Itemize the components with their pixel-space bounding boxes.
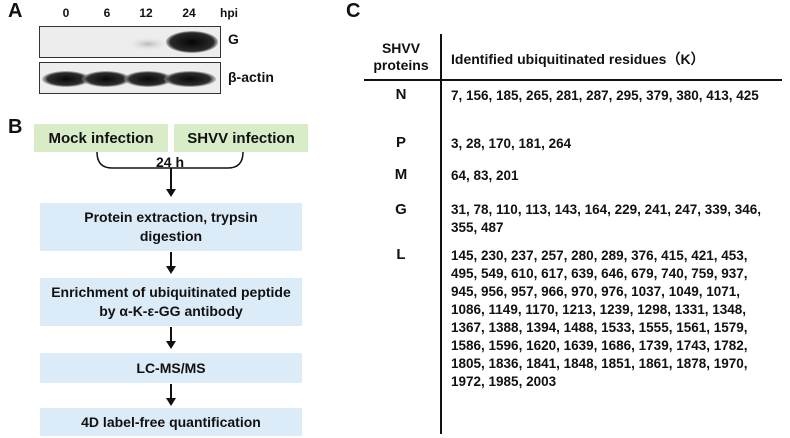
col-header-residues: Identified ubiquitinated residues（K） (451, 51, 705, 67)
actin-blot-bands (42, 71, 216, 87)
col-header-proteins: SHVV proteins (363, 40, 439, 74)
lane-label: 0 (62, 6, 70, 20)
actin-band-12hpi (124, 71, 172, 87)
step-quantification: 4D label-free quantification (40, 408, 302, 436)
step-lc-ms: LC-MS/MS (40, 353, 302, 383)
protein-label: P (395, 134, 406, 151)
lane-label: 6 (103, 6, 111, 20)
actin-band-6hpi (82, 71, 130, 87)
lane-label: 12 (139, 6, 153, 20)
residue-list: 64, 83, 201 (451, 168, 519, 183)
actin-blot-label: β-actin (228, 69, 274, 85)
flow-arrow (170, 168, 172, 190)
panel-c-letter: C (346, 0, 361, 22)
g-band-12hpi (130, 38, 166, 50)
time-unit-label: hpi (220, 6, 238, 20)
step-text: Protein extraction, trypsin digestion (84, 209, 258, 244)
flow-arrow (170, 327, 172, 343)
lane-label: 24 (182, 6, 196, 20)
residue-list: 7, 156, 185, 265, 281, 287, 295, 379, 38… (451, 88, 759, 103)
residue-list: 31, 78, 110, 113, 143, 164, 229, 241, 24… (451, 202, 762, 235)
flow-arrow-head (166, 398, 176, 406)
step-protein-extraction: Protein extraction, trypsin digestion (40, 203, 302, 251)
g-blot (39, 26, 221, 58)
g-band-24hpi (166, 31, 218, 53)
col-header-line: SHVV (381, 40, 421, 56)
flow-arrow-head (166, 341, 176, 349)
shvv-infection-box: SHVV infection (174, 124, 308, 152)
protein-label: N (395, 86, 407, 103)
step-enrichment: Enrichment of ubiquitinated peptide by α… (40, 278, 302, 326)
step-text: Enrichment of ubiquitinated peptide by α… (51, 284, 291, 319)
actin-blot (39, 62, 221, 94)
col-header-line: proteins (373, 57, 429, 73)
protein-label: L (396, 246, 406, 263)
merge-bracket (96, 151, 244, 169)
table-column-rule (440, 34, 442, 434)
flow-arrow-head (166, 266, 176, 274)
protein-label: M (394, 166, 408, 183)
protein-label: G (395, 201, 407, 218)
panel-b-letter: B (8, 116, 23, 138)
flow-arrow (170, 252, 172, 268)
mock-infection-box: Mock infection (34, 124, 168, 152)
residue-list: 145, 230, 237, 257, 280, 289, 376, 415, … (451, 248, 748, 389)
actin-band-24hpi (164, 71, 216, 87)
incubation-time: 24 h (156, 154, 185, 170)
flow-arrow (170, 384, 172, 400)
panel-a-letter: A (8, 0, 23, 22)
table-header-rule (364, 79, 782, 81)
g-blot-label: G (228, 31, 239, 47)
actin-band-0hpi (42, 71, 90, 87)
residue-list: 3, 28, 170, 181, 264 (451, 136, 572, 151)
g-blot-bands (130, 31, 218, 53)
flow-arrow-head (166, 189, 176, 197)
